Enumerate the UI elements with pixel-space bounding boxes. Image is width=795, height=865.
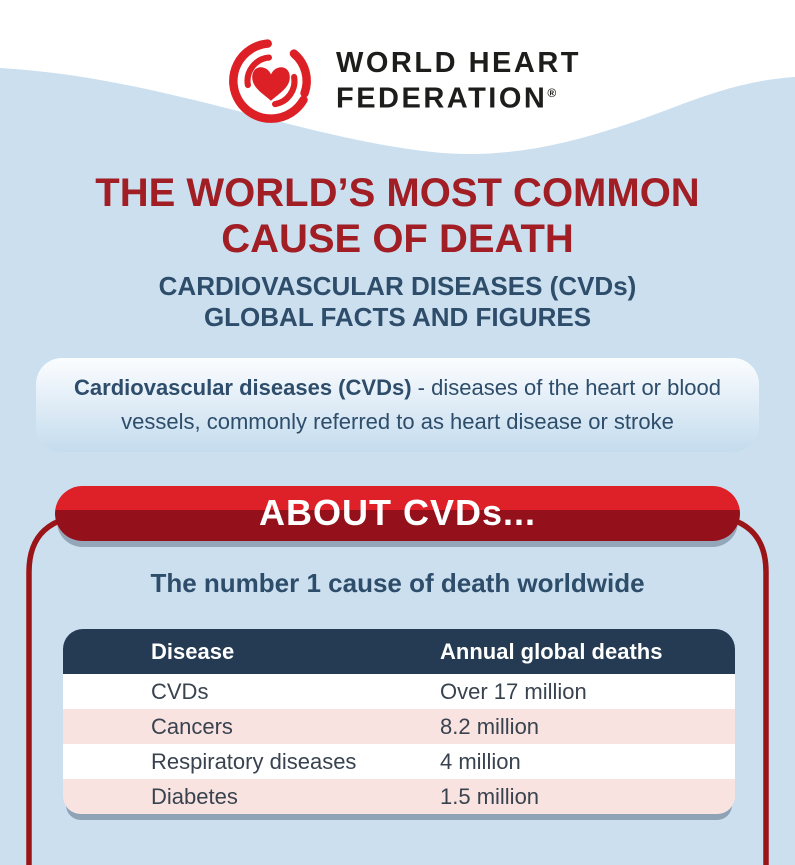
heart-swirl-logo-icon <box>229 39 311 123</box>
table-header-disease: Disease <box>151 638 235 664</box>
table-cell-disease: Diabetes <box>151 783 238 809</box>
page-subtitle-line1: CARDIOVASCULAR DISEASES (CVDs) <box>158 271 637 301</box>
org-name-line2: FEDERATION® <box>336 82 557 115</box>
number-one-cause-heading: The number 1 cause of death worldwide <box>150 568 645 598</box>
table-header-row: Disease Annual global deaths <box>63 629 735 674</box>
registered-trademark-symbol: ® <box>547 86 557 101</box>
org-name-line1: WORLD HEART <box>336 47 581 80</box>
table-row: CVDs Over 17 million <box>63 674 735 709</box>
table-cell-deaths: 4 million <box>440 748 521 774</box>
page-title-line2: CAUSE OF DEATH <box>221 217 574 261</box>
page-title-line1: THE WORLD’S MOST COMMON <box>95 171 700 215</box>
table-cell-disease: Respiratory diseases <box>151 748 357 774</box>
table-row: Cancers 8.2 million <box>63 709 735 744</box>
cvd-definition-card: Cardiovascular diseases (CVDs) - disease… <box>36 358 759 452</box>
table-header-deaths: Annual global deaths <box>440 638 663 664</box>
table-cell-disease: Cancers <box>151 713 233 739</box>
annual-deaths-table: Disease Annual global deaths CVDs Over 1… <box>63 629 735 814</box>
table-cell-deaths: 1.5 million <box>440 783 540 809</box>
definition-text: - diseases of the heart or blood vessels… <box>121 375 721 434</box>
table-row: Diabetes 1.5 million <box>63 779 735 814</box>
table-cell-deaths: 8.2 million <box>440 713 540 739</box>
page-title: THE WORLD’S MOST COMMON CAUSE OF DEATH <box>0 170 795 262</box>
about-cvds-banner: ABOUT CVDs... <box>55 486 740 541</box>
table-cell-deaths: Over 17 million <box>440 678 587 704</box>
table-row: Respiratory diseases 4 million <box>63 744 735 779</box>
page-subtitle-line2: GLOBAL FACTS AND FIGURES <box>203 302 592 332</box>
org-wordmark: WORLD HEART FEDERATION® <box>336 48 581 114</box>
table-cell-disease: CVDs <box>151 678 209 704</box>
world-heart-federation-logo: WORLD HEART FEDERATION® <box>224 34 581 128</box>
about-cvds-banner-label: ABOUT CVDs... <box>258 492 537 533</box>
definition-term: Cardiovascular diseases (CVDs) <box>74 375 412 400</box>
page-subtitle: CARDIOVASCULAR DISEASES (CVDs) GLOBAL FA… <box>0 271 795 333</box>
